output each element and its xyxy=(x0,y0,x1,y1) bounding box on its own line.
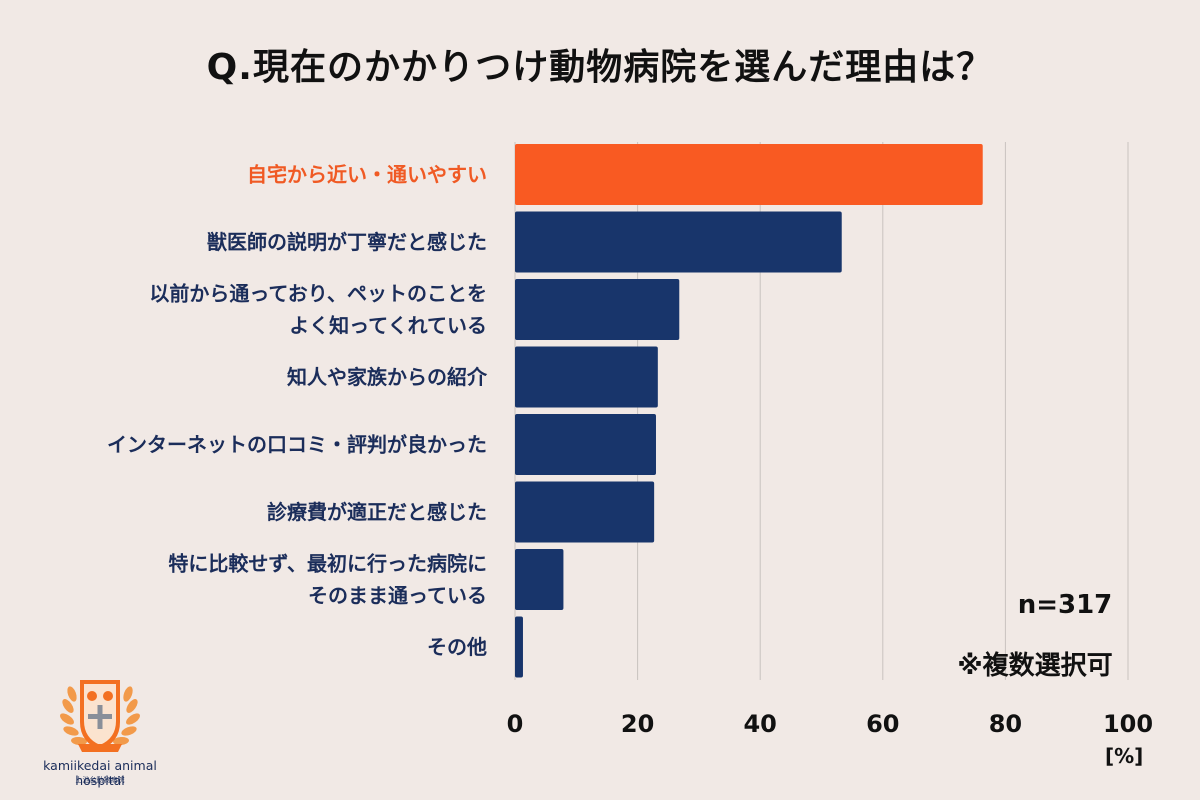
category-label: インターネットの口コミ・評判が良かった xyxy=(107,433,487,457)
bar xyxy=(515,414,656,475)
x-axis-unit: [%] xyxy=(1105,744,1144,768)
bar xyxy=(515,144,983,205)
chart-title: Q.現在のかかりつけ動物病院を選んだ理由は？ xyxy=(206,47,994,88)
x-tick-label: 0 xyxy=(507,710,524,738)
x-tick-label: 60 xyxy=(866,710,899,738)
category-label: 以前から通っており、ペットのことをよく知ってくれている xyxy=(149,282,487,338)
category-label: 自宅から近い・通いやすい xyxy=(247,163,487,187)
category-label: 診療費が適正だと感じた xyxy=(267,500,487,524)
bar xyxy=(515,279,680,340)
logo-name-ja: 上池台動物病院 xyxy=(75,776,125,784)
category-label: 特に比較せず、最初に行った病院にそのまま通っている xyxy=(168,552,487,608)
bar xyxy=(515,481,655,543)
x-axis-ticks: 0 20 40 60 80 100 xyxy=(507,710,1153,738)
bar xyxy=(515,616,523,678)
bar xyxy=(515,211,842,273)
logo-emblem-icon xyxy=(60,680,140,752)
logo-name: kamiikedai animal hospital xyxy=(43,758,157,788)
bar xyxy=(515,549,564,610)
sample-size-label: n=317 xyxy=(1017,590,1113,620)
x-tick-label: 80 xyxy=(989,710,1022,738)
hospital-logo: kamiikedai animal hospital 上池台動物病院 xyxy=(20,672,180,792)
bars xyxy=(515,144,983,678)
category-label: 獣医師の説明が丁寧だと感じた xyxy=(207,230,487,254)
category-label: 知人や家族からの紹介 xyxy=(287,365,488,389)
x-tick-label: 100 xyxy=(1103,710,1153,738)
x-tick-label: 40 xyxy=(743,710,776,738)
x-tick-label: 20 xyxy=(621,710,654,738)
multiple-choice-note: ※複数選択可 xyxy=(957,651,1113,681)
category-labels: 自宅から近い・通いやすい獣医師の説明が丁寧だと感じた以前から通っており、ペットの… xyxy=(107,163,488,660)
bar xyxy=(515,346,658,408)
category-label: その他 xyxy=(427,635,487,659)
